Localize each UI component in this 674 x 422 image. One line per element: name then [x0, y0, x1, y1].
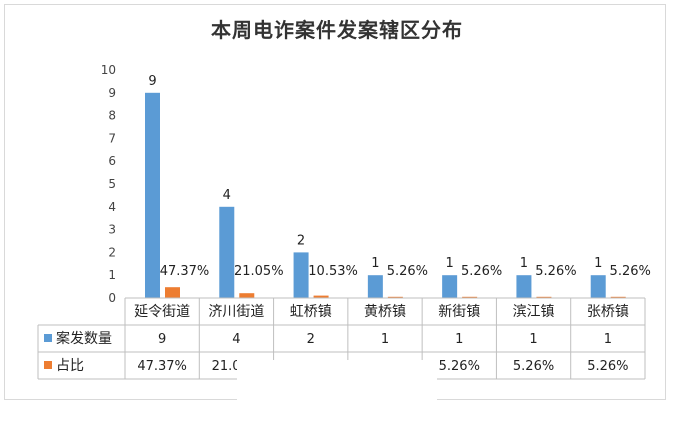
- category-label-1: 延令街道: [134, 304, 190, 320]
- y-tick-label: 4: [108, 200, 116, 214]
- bar-ratio-2: [239, 293, 255, 298]
- legend-label-1: 案发数量: [56, 330, 112, 347]
- category-label-2: 济川街道: [208, 304, 264, 320]
- occluding-patch: [237, 360, 437, 404]
- data-label-ratio-1: 47.37%: [160, 264, 210, 279]
- y-tick-label: 6: [108, 154, 116, 168]
- bar-ratio-7: [610, 296, 626, 298]
- category-label-4: 黄桥镇: [364, 303, 406, 320]
- table-cell: 9: [158, 332, 166, 347]
- y-tick-label: 5: [108, 177, 116, 191]
- data-label-ratio-7: 5.26%: [610, 264, 651, 279]
- data-label-count-6: 1: [520, 256, 528, 271]
- bar-count-3: [293, 252, 309, 298]
- data-label-count-3: 2: [297, 233, 305, 248]
- table-cell: 5.26%: [587, 359, 628, 374]
- table-cell: 5.26%: [439, 359, 480, 374]
- table-cell: 1: [381, 332, 389, 347]
- category-label-7: 张桥镇: [587, 304, 629, 320]
- category-label-5: 新街镇: [438, 304, 480, 320]
- data-label-ratio-6: 5.26%: [535, 264, 576, 279]
- bar-ratio-3: [313, 295, 329, 298]
- table-cell: 2: [307, 332, 315, 347]
- bar-count-6: [516, 275, 532, 298]
- data-label-count-5: 1: [446, 256, 454, 271]
- chart-title: 本周电诈案件发案辖区分布: [211, 18, 463, 42]
- bar-count-5: [442, 275, 458, 298]
- y-tick-label: 3: [108, 223, 116, 237]
- legend-key-2: [44, 361, 52, 369]
- table-cell: 5.26%: [513, 359, 554, 374]
- y-tick-label: 1: [108, 268, 116, 282]
- data-label-ratio-5: 5.26%: [461, 264, 502, 279]
- y-tick-label: 9: [108, 86, 116, 100]
- bar-count-2: [219, 206, 235, 298]
- y-tick-label: 0: [108, 291, 116, 305]
- data-label-ratio-4: 5.26%: [387, 264, 428, 279]
- bar-count-1: [145, 92, 160, 298]
- legend-label-2: 占比: [56, 358, 84, 374]
- y-tick-label: 7: [108, 131, 116, 145]
- data-label-count-2: 4: [223, 188, 231, 203]
- table-cell: 1: [529, 332, 537, 347]
- data-label-count-7: 1: [594, 256, 602, 271]
- data-label-count-1: 9: [148, 74, 156, 89]
- data-label-ratio-3: 10.53%: [308, 264, 358, 279]
- category-label-6: 滨江镇: [513, 304, 555, 320]
- bar-ratio-1: [165, 287, 180, 298]
- y-tick-label: 2: [108, 245, 116, 259]
- y-tick-label: 10: [101, 63, 116, 77]
- data-label-count-4: 1: [371, 256, 379, 271]
- table-cell: 1: [604, 332, 612, 347]
- category-label-3: 虹桥镇: [290, 304, 332, 320]
- bar-ratio-4: [387, 296, 403, 298]
- table-cell: 47.37%: [137, 359, 187, 374]
- bar-ratio-6: [536, 296, 552, 298]
- chart-frame: [4, 4, 666, 400]
- table-cell: 4: [232, 332, 240, 347]
- y-tick-label: 8: [108, 109, 116, 123]
- bar-ratio-5: [462, 296, 478, 298]
- bar-count-7: [590, 275, 606, 298]
- bar-count-4: [367, 275, 383, 298]
- data-label-ratio-2: 21.05%: [234, 264, 284, 279]
- table-cell: 1: [455, 332, 463, 347]
- legend-key-1: [44, 334, 52, 342]
